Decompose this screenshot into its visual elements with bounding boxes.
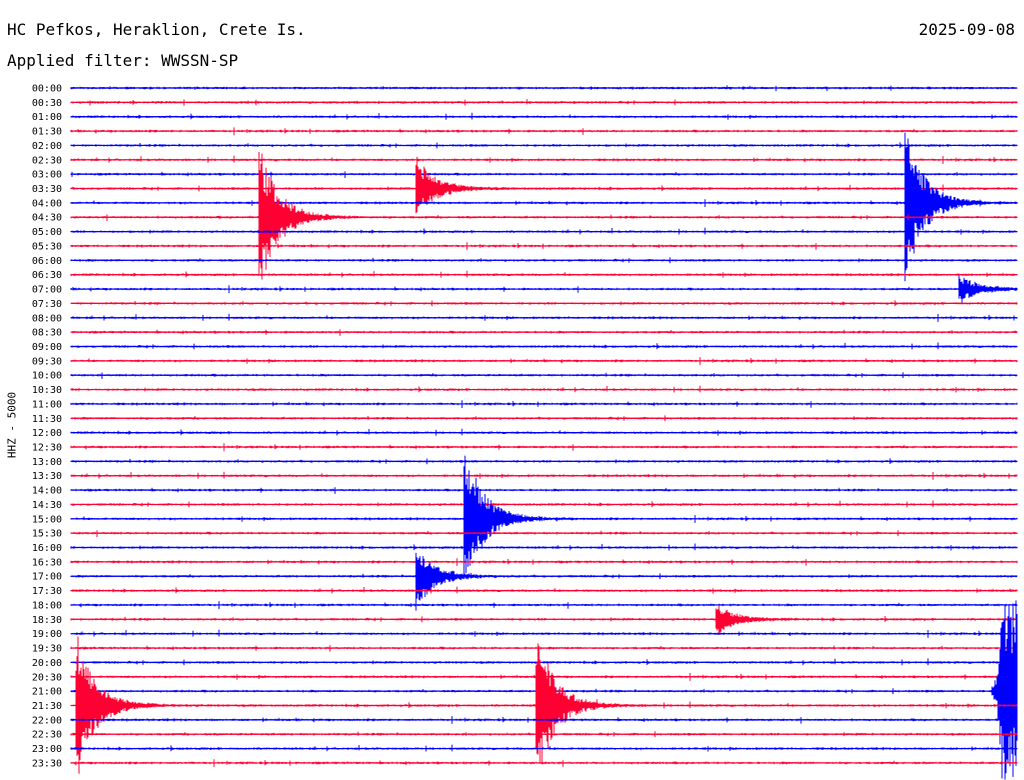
- row-label: 04:30: [32, 213, 62, 224]
- row-label: 14:30: [32, 500, 62, 511]
- row-label: 03:30: [32, 184, 62, 195]
- row-label: 21:00: [32, 687, 62, 698]
- row-label: 19:00: [32, 629, 62, 640]
- row-label: 22:00: [32, 715, 62, 726]
- row-label: 07:00: [32, 285, 62, 296]
- row-label: 12:30: [32, 443, 62, 454]
- trace-row: [70, 156, 1018, 214]
- row-label: 23:00: [32, 744, 62, 755]
- row-label: 11:00: [32, 399, 62, 410]
- row-label: 08:30: [32, 328, 62, 339]
- row-label: 10:00: [32, 371, 62, 382]
- row-label: 18:00: [32, 600, 62, 611]
- row-label: 06:30: [32, 270, 62, 281]
- date-label: 2025-09-08: [918, 20, 1015, 39]
- row-label: 13:30: [32, 471, 62, 482]
- row-label: 18:30: [32, 615, 62, 626]
- row-label: 06:00: [32, 256, 62, 267]
- row-label: 19:30: [32, 644, 62, 655]
- row-label: 16:30: [32, 557, 62, 568]
- filter-label: Applied filter: WWSSN-SP: [7, 51, 239, 70]
- row-label: 01:00: [32, 112, 62, 123]
- row-label: 23:30: [32, 758, 62, 769]
- row-label: 04:00: [32, 198, 62, 209]
- row-label: 05:00: [32, 227, 62, 238]
- row-label: 01:30: [32, 127, 62, 138]
- row-label: 09:30: [32, 356, 62, 367]
- row-label: 09:00: [32, 342, 62, 353]
- row-label: 15:30: [32, 529, 62, 540]
- row-label: 14:00: [32, 486, 62, 497]
- station-title: HC Pefkos, Heraklion, Crete Is.: [7, 20, 306, 39]
- row-label: 16:00: [32, 543, 62, 554]
- row-label: 08:00: [32, 313, 62, 324]
- row-label: 22:30: [32, 730, 62, 741]
- row-label: 00:30: [32, 98, 62, 109]
- row-label: 10:30: [32, 385, 62, 396]
- row-label: 03:00: [32, 170, 62, 181]
- row-label: 02:30: [32, 155, 62, 166]
- row-label: 17:00: [32, 572, 62, 583]
- row-label: 17:30: [32, 586, 62, 597]
- row-label: 20:00: [32, 658, 62, 669]
- row-label: 05:30: [32, 241, 62, 252]
- row-label: 13:00: [32, 457, 62, 468]
- row-label: 21:30: [32, 701, 62, 712]
- row-label: 15:00: [32, 514, 62, 525]
- trace-row: [70, 455, 1018, 578]
- row-label: 02:00: [32, 141, 62, 152]
- row-label: 07:30: [32, 299, 62, 310]
- row-label: 11:30: [32, 414, 62, 425]
- row-label: 12:00: [32, 428, 62, 439]
- row-label: 00:00: [32, 84, 62, 95]
- row-label: 20:30: [32, 672, 62, 683]
